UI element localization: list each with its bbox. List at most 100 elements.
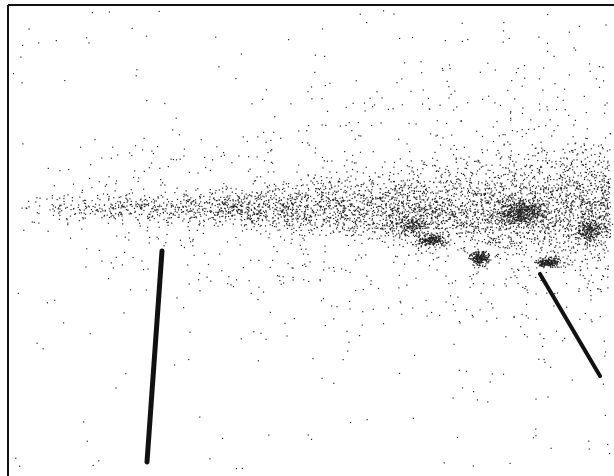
dot: [102, 193, 105, 195]
dot: [176, 187, 178, 189]
dot: [608, 236, 611, 238]
dot: [391, 220, 393, 223]
dot: [322, 185, 324, 187]
dot: [106, 193, 109, 195]
dot: [175, 159, 177, 161]
dot: [147, 268, 149, 270]
dot: [328, 193, 330, 195]
dot: [548, 219, 550, 221]
dot: [434, 197, 436, 199]
dot: [521, 246, 523, 248]
dot: [486, 149, 488, 151]
dot: [446, 190, 448, 192]
dot: [322, 218, 324, 221]
dot: [425, 299, 427, 302]
dot: [399, 300, 401, 303]
dot: [397, 210, 399, 212]
dot: [267, 191, 269, 193]
dot: [272, 222, 274, 225]
dot: [110, 216, 112, 218]
dot: [441, 243, 443, 245]
dot: [139, 199, 141, 201]
dot: [462, 247, 465, 249]
dot: [467, 216, 469, 218]
dot: [443, 198, 445, 200]
dot: [129, 152, 131, 154]
dot: [362, 194, 364, 196]
dot: [567, 240, 569, 242]
dot: [106, 214, 108, 216]
dot: [392, 225, 394, 227]
dot: [195, 212, 197, 214]
dot: [529, 274, 531, 277]
dot: [64, 80, 66, 82]
dot: [432, 233, 434, 235]
dot: [541, 209, 543, 212]
dot: [601, 189, 603, 191]
dot: [517, 283, 519, 285]
dot: [385, 217, 387, 219]
dot: [259, 209, 261, 212]
dot: [534, 191, 536, 193]
dot: [390, 181, 392, 183]
dot: [148, 242, 150, 244]
dot: [374, 211, 376, 214]
dot: [435, 170, 437, 172]
dot: [589, 225, 591, 228]
dot: [564, 337, 566, 339]
dot: [326, 160, 328, 162]
dot: [582, 235, 584, 237]
dot: [130, 203, 132, 205]
dot: [108, 198, 110, 200]
dot: [442, 241, 445, 243]
dot: [510, 226, 512, 228]
dot: [395, 222, 397, 224]
dot: [63, 322, 65, 324]
dot: [514, 192, 516, 194]
dot: [309, 223, 311, 225]
dot: [592, 216, 595, 218]
dot: [315, 188, 317, 190]
dot: [224, 201, 226, 203]
dot: [552, 199, 554, 201]
dot: [307, 206, 309, 208]
dot: [593, 201, 595, 203]
dot: [560, 202, 562, 204]
dot: [574, 269, 576, 271]
dot: [533, 197, 535, 199]
dot: [432, 243, 435, 245]
dot: [321, 28, 324, 30]
dot: [349, 203, 352, 205]
dot: [307, 204, 309, 206]
dot: [593, 256, 596, 258]
dot: [560, 157, 562, 159]
dot: [476, 232, 478, 234]
dot: [587, 173, 590, 175]
dot: [147, 215, 149, 217]
dot: [125, 195, 127, 197]
dot: [529, 205, 531, 207]
dot: [477, 159, 479, 161]
dot: [597, 171, 599, 174]
dot: [240, 205, 242, 207]
dot: [447, 218, 450, 221]
dot: [419, 218, 421, 220]
dot: [292, 213, 294, 215]
dot: [379, 237, 381, 239]
dot: [492, 172, 494, 174]
dot: [500, 229, 502, 231]
dot: [308, 219, 310, 221]
dot: [404, 215, 406, 217]
dot: [502, 193, 505, 195]
dot: [202, 232, 204, 234]
dot: [398, 215, 400, 217]
dot: [215, 36, 217, 38]
dot: [358, 213, 360, 215]
dot: [211, 216, 213, 219]
dot: [178, 216, 180, 218]
dot: [602, 275, 604, 277]
dot: [582, 152, 584, 154]
dot: [389, 204, 391, 206]
dot: [447, 194, 449, 196]
dot: [455, 157, 457, 159]
